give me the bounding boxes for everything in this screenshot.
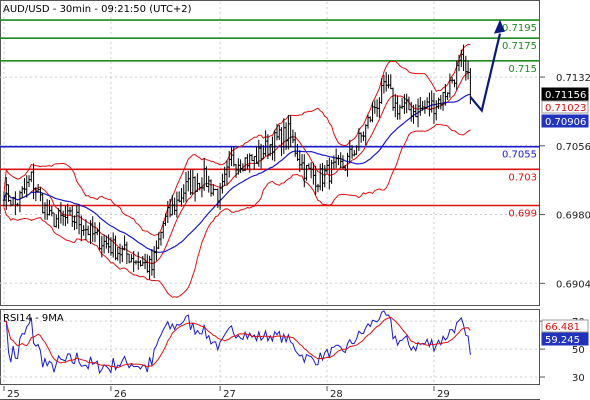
level-label-2: 0.715 [508,64,537,75]
rsi-panel-frame [0,309,540,385]
price-ytick-label-2: 0.6980 [556,211,590,222]
xtick-label-3: 28 [330,389,343,400]
rsi-tag-box-0 [541,319,589,333]
bollinger-upper [3,43,471,236]
rsi-tag-label-0: 66.481 [545,322,580,333]
price-tag-label-2: 0.70906 [545,117,586,128]
price-tag-label-0: 0.71156 [545,90,586,101]
price-tag-box-2 [541,114,589,128]
xtick-label-2: 27 [223,389,236,400]
price-tags: 0.71156 0.71023 0.70906 66.481 59.245 [541,87,589,346]
level-label-1: 0.7175 [502,41,537,52]
rsi-title: RSI14 - 9MA [3,313,64,324]
price-tag-label-1: 0.71023 [545,103,586,114]
rsi-ytick-label-2: 30 [572,373,585,384]
projection-arrowhead [493,19,505,34]
level-label-3: 0.7055 [502,150,537,161]
rsi-9ma-line [4,316,471,369]
level-label-5: 0.699 [508,209,537,220]
projection-arrow [469,19,505,113]
price-ytick-label-0: 0.7132 [556,73,590,84]
chart-title: AUD/USD - 30min - 09:21:50 (UTC+2) [3,4,192,15]
support-resistance-levels: 0.7195 0.7175 0.715 0.7055 0.703 0.699 [0,19,540,220]
candlesticks [2,44,472,280]
rsi-ytick-label-1: 50 [572,345,585,356]
price-ytick-label-3: 0.6904 [556,279,590,290]
level-label-0: 0.7195 [502,23,537,34]
price-ytick-label-1: 0.7056 [556,142,590,153]
projection-path [469,33,502,113]
xtick-label-1: 26 [114,389,127,400]
rsi-tag-label-1: 59.245 [545,335,580,346]
rsi-lines [4,310,471,375]
ma-blue-line [3,93,471,253]
price-tag-box-1 [541,100,589,114]
xtick-label-4: 29 [437,389,450,400]
rsi-grid [0,310,540,384]
rsi14-line [4,310,471,375]
price-tag-box-0 [541,87,589,101]
x-axis-ticks: 25 26 27 28 29 [3,386,450,400]
xtick-label-0: 25 [7,389,20,400]
rsi-tag-box-1 [541,332,589,346]
level-label-4: 0.703 [508,172,537,183]
